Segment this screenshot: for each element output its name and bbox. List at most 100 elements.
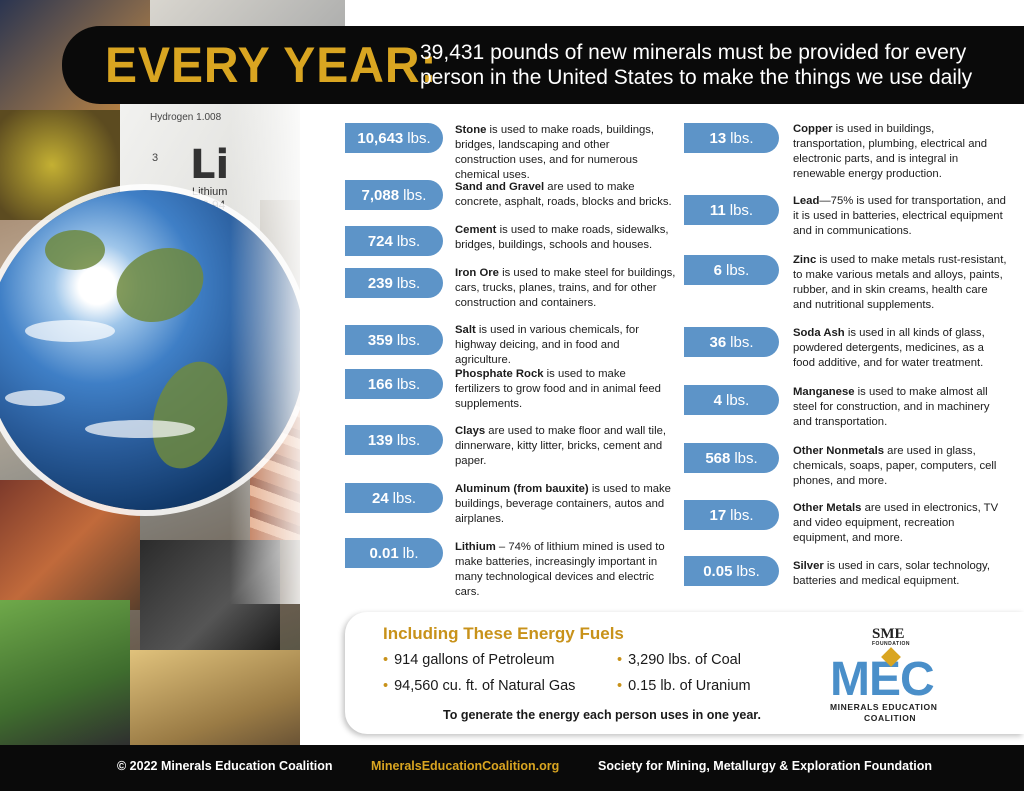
amount-unit: lbs. (726, 391, 750, 409)
amount-pill: 4 lbs. (684, 385, 779, 415)
mineral-use-text: is used to make roads, buildings, bridge… (455, 124, 655, 181)
amount-value: 359 (367, 331, 393, 349)
bullet-icon: • (617, 652, 623, 668)
amount-pill: 0.01 lb. (345, 538, 443, 568)
amount-unit: lbs. (396, 274, 421, 292)
mineral-use-text: is used to make metals rust-resistant, t… (793, 254, 1007, 311)
every-year-heading: EVERY YEAR: (105, 37, 438, 93)
mec-subtitle-line1: MINERALS EDUCATION (830, 702, 938, 712)
energy-fuels-title: Including These Energy Fuels (383, 624, 624, 643)
amount-pill: 724 lbs. (345, 226, 443, 256)
amount-unit: lbs. (730, 333, 754, 351)
amount-unit: lbs. (734, 449, 758, 467)
amount-pill: 7,088 lbs. (345, 180, 443, 210)
amount-pill: 6 lbs. (684, 255, 779, 285)
amount-value: 10,643 (357, 129, 404, 147)
amount-unit: lbs. (403, 186, 427, 204)
mineral-name: Manganese (793, 386, 855, 398)
mineral-name: Stone (455, 124, 487, 136)
mineral-use-text: is used in various chemicals, for highwa… (455, 324, 639, 366)
mineral-name: Sand and Gravel (455, 181, 545, 193)
mineral-description: Manganese is used to make almost all ste… (793, 385, 1008, 430)
energy-fuels-panel: Including These Energy Fuels • 914 gallon… (345, 612, 1024, 734)
amount-value: 239 (367, 274, 393, 292)
bullet-icon: • (383, 678, 389, 694)
footer-copyright: © 2022 Minerals Education Coalition (117, 759, 333, 773)
amount-value: 724 (367, 232, 393, 250)
amount-value: 0.01 (369, 544, 399, 562)
fuel-item: • 0.15 lb. of Uranium (617, 678, 751, 694)
fuel-text: 914 gallons of Petroleum (394, 652, 555, 668)
amount-value: 7,088 (361, 186, 400, 204)
footer-bar: © 2022 Minerals Education Coalition Mine… (0, 745, 1024, 791)
amount-value: 6 (713, 261, 722, 279)
amount-value: 24 (371, 489, 389, 507)
mineral-description: Zinc is used to make metals rust-resista… (793, 253, 1008, 313)
mining-equipment-photo (0, 600, 130, 745)
mineral-name: Lithium (455, 541, 496, 553)
footer-website-link[interactable]: MineralsEducationCoalition.org (371, 759, 560, 773)
amount-unit: lb. (402, 544, 419, 562)
header-bar (62, 26, 1024, 104)
amount-pill: 139 lbs. (345, 425, 443, 455)
lithium-element-tile: Hydrogen 1.008 3 Li Lithium 6.94 (132, 108, 302, 218)
mineral-description: Aluminum (from bauxite) is used to make … (455, 482, 673, 527)
fuel-item: • 3,290 lbs. of Coal (617, 652, 741, 668)
mineral-description: Phosphate Rock is used to make fertilize… (455, 367, 673, 412)
mineral-use-text: is used to make almost all steel for con… (793, 386, 990, 428)
amount-value: 17 (709, 506, 727, 524)
bullet-icon: • (617, 678, 623, 694)
mineral-use-text: is used to make roads, sidewalks, bridge… (455, 224, 669, 251)
fuel-item: • 914 gallons of Petroleum (383, 652, 554, 668)
mineral-description: Lead—75% is used for transportation, and… (793, 194, 1008, 239)
fuel-text: 3,290 lbs. of Coal (628, 652, 741, 668)
mineral-name: Salt (455, 324, 476, 336)
mineral-description: Stone is used to make roads, buildings, … (455, 123, 673, 183)
mineral-name: Other Nonmetals (793, 445, 885, 457)
amount-unit: lbs. (736, 562, 760, 580)
mineral-name: Other Metals (793, 502, 862, 514)
amount-unit: lbs. (392, 489, 417, 507)
amount-pill: 166 lbs. (345, 369, 443, 399)
mineral-description: Clays are used to make floor and wall ti… (455, 424, 673, 469)
mineral-use-text: are used in electronics, TV and video eq… (793, 502, 999, 544)
mineral-name: Silver (793, 560, 824, 572)
amount-value: 139 (367, 431, 393, 449)
sme-logo-text: SME (872, 626, 905, 642)
mineral-use-text: is used to make fertilizers to grow food… (455, 368, 661, 410)
amount-unit: lbs. (729, 201, 754, 219)
mec-logo-text: MEC (830, 653, 935, 706)
mineral-name: Soda Ash (793, 327, 845, 339)
mineral-name: Clays (455, 425, 486, 437)
mineral-name: Aluminum (from bauxite) (455, 483, 589, 495)
mineral-use-text: is used to make steel for buildings, car… (455, 267, 676, 309)
amount-value: 36 (709, 333, 727, 351)
amount-pill: 11 lbs. (684, 195, 779, 225)
amount-pill: 0.05 lbs. (684, 556, 779, 586)
mec-subtitle-line2: COALITION (864, 713, 917, 723)
mineral-description: Salt is used in various chemicals, for h… (455, 323, 677, 368)
mineral-name: Iron Ore (455, 267, 499, 279)
header-tagline: 39,431 pounds of new minerals must be pr… (420, 41, 973, 89)
element-name: Lithium (192, 186, 228, 198)
element-number: 3 (152, 152, 159, 164)
mineral-name: Cement (455, 224, 497, 236)
amount-pill: 568 lbs. (684, 443, 779, 473)
amount-unit: lbs. (726, 261, 750, 279)
element-symbol: Li (190, 142, 230, 188)
mineral-use-text: is used in all kinds of glass, powdered … (793, 327, 985, 369)
mineral-description: Lithium – 74% of lithium mined is used t… (455, 540, 673, 600)
amount-value: 11 (709, 201, 726, 219)
amount-value: 4 (713, 391, 722, 409)
mineral-use-text: – 74% of lithium mined is used to make b… (455, 541, 665, 598)
energy-note: To generate the energy each person uses … (443, 708, 761, 722)
mineral-use-text: —75% is used for transportation, and it … (793, 195, 1006, 237)
sme-foundation-text: FOUNDATION (872, 641, 910, 647)
mineral-name: Phosphate Rock (455, 368, 544, 380)
amount-unit: lbs. (396, 232, 421, 250)
amount-pill: 17 lbs. (684, 500, 779, 530)
amount-unit: lbs. (396, 375, 421, 393)
amount-unit: lbs. (730, 506, 754, 524)
mineral-use-text: are used in glass, chemicals, soaps, pap… (793, 445, 997, 487)
mineral-name: Lead (793, 195, 820, 207)
